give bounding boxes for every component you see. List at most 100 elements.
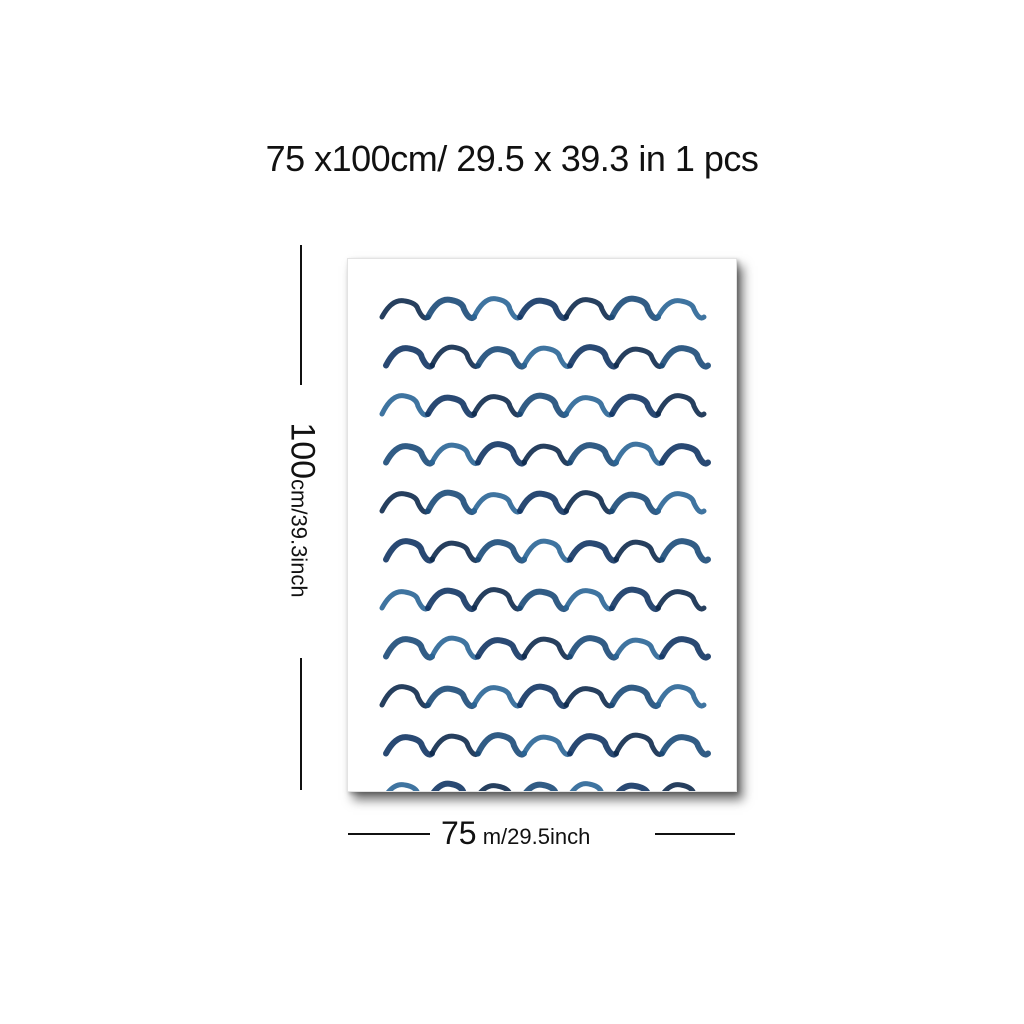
wave-stroke (613, 637, 665, 660)
wave-stroke (471, 587, 523, 612)
product-size-title: 75 x100cm/ 29.5 x 39.3 in 1 pcs (265, 138, 759, 179)
wave-stroke (475, 346, 527, 370)
wave-stroke (379, 684, 431, 709)
height-value: 100 (283, 422, 322, 480)
wave-stroke (475, 637, 527, 661)
wave-stroke (475, 441, 527, 467)
wave-row (383, 441, 711, 467)
wave-stroke (379, 298, 431, 321)
wave-stroke (383, 443, 435, 467)
wave-stroke (430, 780, 467, 791)
wave-stroke (521, 636, 573, 660)
wave-stroke (615, 782, 650, 791)
wave-stroke (383, 345, 435, 370)
wave-stroke (609, 491, 661, 515)
wave-stroke (425, 489, 477, 515)
wave-stroke (517, 392, 569, 418)
wave-stroke (567, 540, 619, 564)
wave-stroke (655, 491, 707, 515)
wave-pattern-artwork (379, 295, 711, 791)
wave-stroke (517, 297, 569, 321)
wave-stroke (655, 589, 707, 612)
wave-stroke (563, 395, 615, 418)
wave-stroke (425, 587, 477, 612)
wave-stroke (523, 781, 559, 791)
wave-stroke (655, 393, 707, 418)
height-dimension-line-bottom (300, 658, 302, 790)
wave-stroke (655, 298, 707, 321)
wave-stroke (567, 635, 619, 661)
wave-stroke (383, 636, 435, 661)
wave-stroke (569, 781, 604, 791)
wave-stroke (383, 538, 435, 564)
wave-row (383, 344, 711, 370)
wave-stroke (379, 491, 431, 515)
wave-stroke (521, 443, 573, 466)
wave-stroke (567, 344, 619, 370)
height-unit: cm/39.3inch (286, 479, 312, 598)
wave-row (379, 683, 707, 709)
width-dimension-line-left (348, 833, 430, 835)
wave-stroke (475, 539, 527, 564)
wave-stroke (613, 346, 665, 369)
wave-stroke (659, 538, 711, 564)
wave-stroke (517, 588, 569, 612)
width-unit: m/29.5inch (476, 824, 591, 849)
wave-stroke (521, 734, 573, 757)
wave-stroke (429, 344, 481, 369)
wave-stroke (613, 441, 665, 466)
poster-canvas (347, 258, 737, 792)
wave-stroke (383, 734, 435, 758)
wave-stroke (659, 636, 711, 661)
wave-stroke (379, 393, 431, 418)
wave-stroke (609, 684, 661, 709)
wave-stroke (379, 589, 431, 612)
wave-stroke (563, 686, 615, 709)
height-dimension-label: 100cm/39.3inch (283, 422, 322, 597)
wave-stroke (609, 586, 661, 612)
wave-stroke (471, 685, 523, 709)
wave-stroke (517, 490, 569, 515)
width-value: 75 (441, 815, 477, 851)
wave-stroke (471, 296, 523, 321)
wave-stroke (429, 733, 481, 757)
wave-stroke (471, 492, 523, 515)
wave-row (383, 538, 711, 564)
wave-stroke (659, 734, 711, 758)
wave-row (379, 295, 707, 321)
wave-stroke (386, 782, 420, 791)
wave-stroke (662, 782, 696, 791)
wave-stroke (425, 394, 477, 418)
height-dimension-line-top (300, 245, 302, 385)
width-dimension-line-right (655, 833, 735, 835)
wave-row (379, 392, 707, 418)
wave-stroke (563, 297, 615, 321)
wave-row (386, 780, 696, 791)
wave-stroke (517, 683, 569, 709)
wave-stroke (655, 684, 707, 709)
wave-stroke (609, 393, 661, 418)
wave-stroke (429, 540, 481, 563)
wave-stroke (659, 345, 711, 370)
wave-stroke (567, 733, 619, 758)
wave-stroke (613, 539, 665, 563)
wave-stroke (521, 345, 573, 369)
wave-row (379, 586, 707, 612)
wave-stroke (475, 732, 527, 758)
wave-stroke (429, 635, 481, 660)
wave-stroke (521, 538, 573, 563)
wave-stroke (425, 296, 477, 321)
wave-stroke (613, 732, 665, 757)
wave-row (383, 732, 711, 758)
wave-stroke (567, 442, 619, 467)
wave-stroke (659, 443, 711, 467)
wave-stroke (471, 394, 523, 418)
wave-stroke (563, 588, 615, 612)
width-dimension-label: 75 m/29.5inch (441, 815, 590, 852)
wave-stroke (478, 783, 512, 791)
wave-row (379, 489, 707, 515)
wave-stroke (425, 685, 477, 709)
wave-stroke (429, 442, 481, 466)
wave-stroke (609, 295, 661, 321)
wave-row (383, 635, 711, 661)
